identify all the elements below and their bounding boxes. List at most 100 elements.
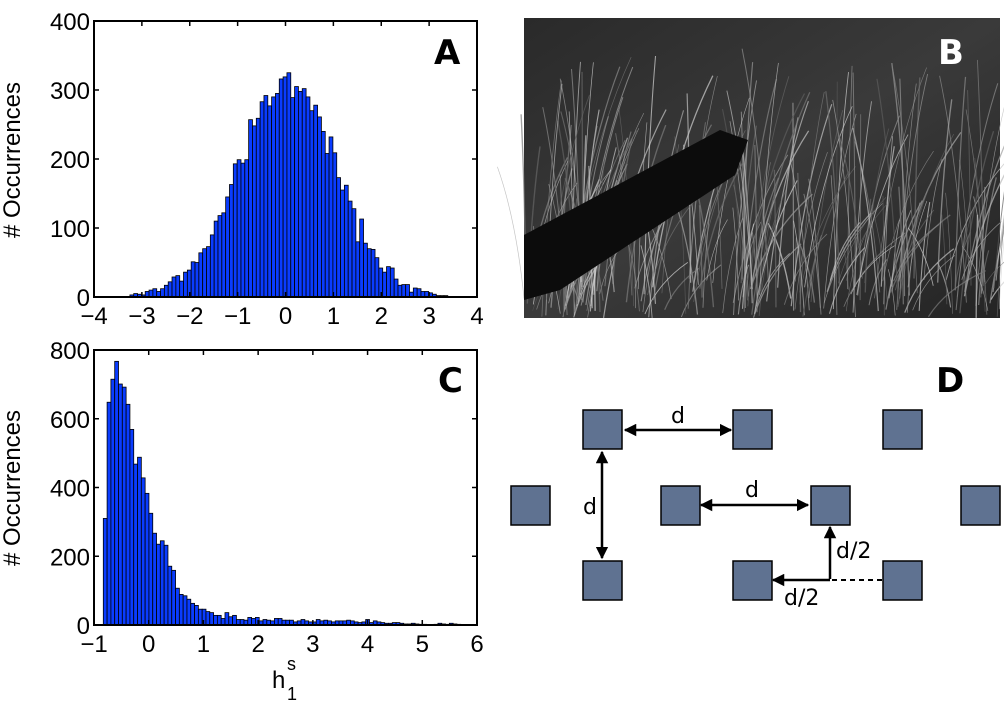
grass-blade (742, 79, 778, 298)
y-tick-label: 400 (50, 476, 90, 503)
lattice-square (810, 485, 851, 526)
grass-blade (912, 255, 956, 311)
grass-blade (826, 212, 872, 292)
histogram-bar (359, 218, 364, 298)
grass-blade (975, 214, 979, 318)
histogram-bar (194, 262, 200, 298)
histogram-bar (305, 96, 311, 298)
histogram-bar (144, 492, 150, 626)
histogram-bar (133, 463, 138, 626)
histogram-bar (324, 153, 330, 298)
histogram-bar (202, 248, 207, 298)
histogram-bar (160, 288, 165, 298)
grass-blade (699, 161, 744, 289)
y-tick-label: 200 (50, 147, 90, 174)
y-axis-label-a: # Occurrences (0, 82, 26, 238)
grass-blade (993, 191, 1004, 289)
histogram-bar (275, 93, 280, 298)
histogram-bar (224, 612, 230, 626)
histogram-bar (232, 614, 237, 626)
panel-label-a: A (434, 33, 461, 73)
y-tick-label: 0 (77, 613, 90, 640)
lattice-squares (510, 409, 1001, 601)
x-tick-label: 5 (416, 631, 429, 658)
grass-blade (777, 117, 799, 288)
histogram-bar (271, 96, 276, 298)
histogram-bar (416, 288, 422, 298)
lattice-square (960, 485, 1001, 526)
histogram-bar (366, 248, 372, 298)
grass-blade (978, 177, 997, 306)
grass-blade (945, 192, 953, 314)
grass-blade (939, 75, 967, 303)
x-tick-label: 3 (306, 631, 319, 658)
histogram-a: −4 −3 −2 −1 0 1 2 3 4 0 100 200 300 400 # Occurrences… (0, 9, 484, 330)
histogram-bar (163, 544, 169, 626)
label-d-middle: d (745, 478, 759, 503)
histogram-bar (247, 617, 253, 626)
grass-blade (794, 151, 828, 310)
y-tick-label: 600 (50, 407, 90, 434)
grass-blade (643, 55, 657, 295)
grass-blade (927, 270, 986, 318)
grass-blade (880, 146, 895, 287)
y-tick-label: 800 (50, 338, 90, 365)
bars-c (102, 360, 462, 626)
grass-blade (945, 163, 1004, 281)
histogram-bar (286, 72, 292, 298)
log-shape (524, 130, 748, 300)
lattice-square (510, 485, 551, 526)
grass-blade (885, 200, 923, 310)
grass-blade (864, 128, 890, 284)
grass-blade (825, 91, 841, 287)
histogram-bar (106, 401, 112, 626)
grass-blade (783, 233, 828, 305)
x-axis-label-sub: 1 (287, 684, 297, 704)
y-tick-label: 200 (50, 544, 90, 571)
grass-blade (923, 159, 943, 280)
label-d-top: d (671, 404, 685, 429)
histogram-bar (240, 162, 246, 298)
grass-blade (759, 62, 779, 295)
grass-blade (906, 202, 921, 313)
grass-blade (898, 186, 905, 305)
histogram-bar (121, 386, 127, 626)
histogram-bar (137, 456, 142, 626)
grass-blade (722, 217, 744, 314)
grass-blade (852, 127, 879, 312)
grass-blade (829, 247, 866, 314)
histogram-bar (252, 125, 257, 298)
x-tick-label: 2 (375, 303, 388, 330)
label-half-vertical: d/2 (836, 539, 871, 564)
histogram-bar (186, 598, 192, 626)
grass-blade (799, 244, 816, 303)
histogram-bar (216, 614, 222, 626)
histogram-bar (259, 101, 265, 298)
grass-blade (856, 134, 909, 296)
grass-blade (712, 97, 750, 284)
x-tick-label: 3 (422, 303, 435, 330)
histogram-bar (209, 234, 215, 298)
histogram-bar (110, 378, 116, 626)
grass-blade (899, 194, 927, 290)
histogram-bar (263, 95, 269, 298)
grass-blade (751, 177, 780, 287)
grass-blade (751, 92, 811, 315)
panel-label-b: B (938, 33, 964, 73)
histogram-bar (182, 595, 188, 626)
histogram-bar (228, 616, 233, 626)
x-tick-label: −1 (224, 303, 251, 330)
grass-blade (954, 232, 971, 287)
histogram-bar (340, 189, 345, 298)
histogram-bar (152, 288, 158, 298)
histogram-bar (140, 477, 146, 626)
lattice-square (660, 485, 701, 526)
grass-blade (836, 81, 838, 298)
histogram-bar (405, 284, 410, 298)
histogram-bar (267, 105, 273, 298)
y-tick-label: 0 (77, 285, 90, 312)
histogram-bar (167, 281, 173, 298)
histogram-bar (190, 261, 196, 298)
grass-blade (883, 136, 894, 305)
